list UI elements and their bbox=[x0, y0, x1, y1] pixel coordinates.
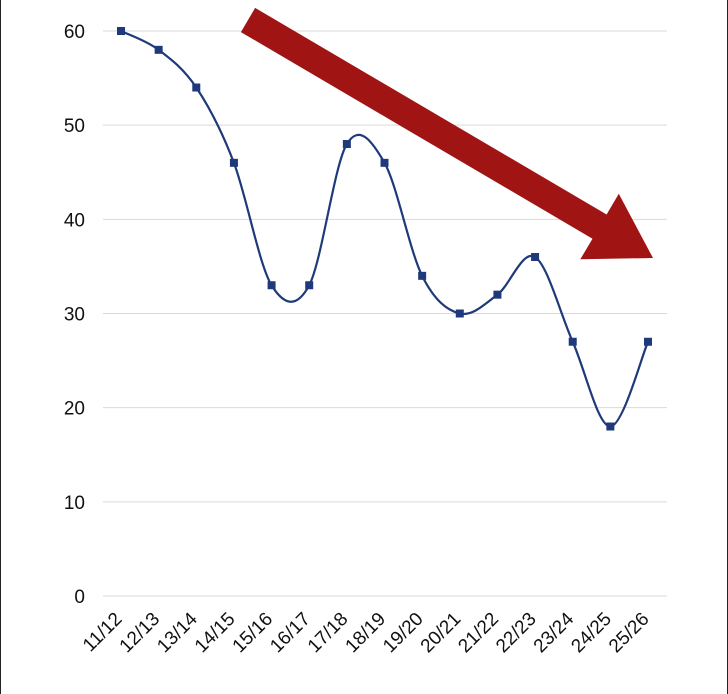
data-point-18-19 bbox=[380, 158, 389, 167]
data-points bbox=[117, 27, 652, 431]
data-point-24-25 bbox=[606, 422, 615, 431]
data-point-23-24 bbox=[568, 337, 577, 346]
data-point-11-12 bbox=[117, 27, 125, 35]
data-point-25-26 bbox=[644, 337, 652, 346]
x-tick-label: 11/12 bbox=[79, 609, 126, 656]
x-tick-label: 13/14 bbox=[153, 608, 202, 657]
data-point-20-21 bbox=[455, 309, 464, 318]
data-point-16-17 bbox=[305, 281, 314, 290]
x-tick-label: 18/19 bbox=[342, 609, 390, 657]
data-point-19-20 bbox=[418, 271, 427, 280]
x-tick-label: 15/16 bbox=[229, 609, 277, 657]
x-tick-label: 16/17 bbox=[266, 609, 314, 657]
x-axis-ticks: 11/1212/1313/1414/1515/1616/1717/1818/19… bbox=[79, 608, 653, 657]
grid-layer bbox=[103, 30, 667, 597]
y-tick-label: 20 bbox=[64, 399, 85, 420]
y-tick-label: 60 bbox=[64, 22, 85, 43]
data-point-17-18 bbox=[342, 140, 351, 148]
data-point-21-22 bbox=[493, 290, 502, 299]
y-tick-label: 0 bbox=[74, 587, 85, 608]
y-axis-ticks: 0 10 20 30 40 50 60 bbox=[64, 22, 85, 608]
y-tick-label: 50 bbox=[64, 116, 85, 137]
y-tick-label: 30 bbox=[64, 305, 85, 326]
data-point-12-13 bbox=[154, 45, 163, 54]
x-tick-label: 12/13 bbox=[116, 609, 164, 657]
x-tick-label: 19/20 bbox=[379, 609, 427, 657]
trend-arrow-shape bbox=[240, 7, 653, 260]
x-tick-label: 21/22 bbox=[454, 609, 502, 657]
x-tick-label: 23/24 bbox=[530, 608, 579, 657]
x-tick-label: 22/23 bbox=[492, 609, 540, 657]
data-point-22-23 bbox=[531, 253, 540, 261]
y-tick-label: 10 bbox=[64, 493, 85, 514]
x-tick-label: 25/26 bbox=[605, 609, 653, 657]
trend-arrow bbox=[240, 7, 653, 260]
x-tick-label: 24/25 bbox=[567, 609, 615, 657]
x-tick-label: 20/21 bbox=[417, 609, 465, 657]
data-point-15-16 bbox=[267, 281, 276, 290]
y-tick-label: 40 bbox=[64, 210, 85, 231]
data-point-13-14 bbox=[192, 83, 201, 92]
x-tick-label: 14/15 bbox=[191, 609, 239, 657]
data-point-14-15 bbox=[229, 158, 238, 167]
x-tick-label: 17/18 bbox=[304, 609, 352, 657]
